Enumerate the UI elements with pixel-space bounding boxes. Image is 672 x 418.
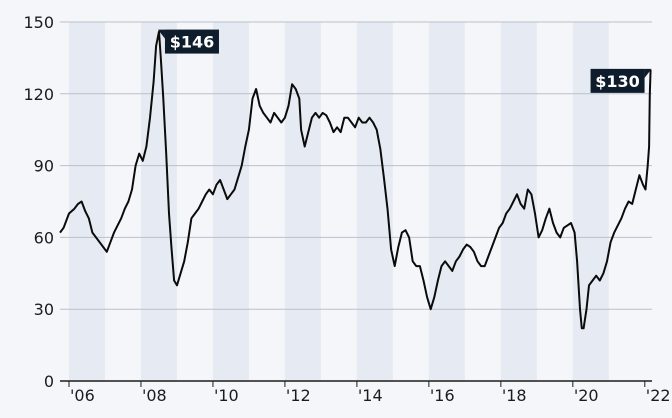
callout-label: $146 <box>170 33 215 52</box>
callout-box <box>590 68 645 93</box>
x-tick-label: '14 <box>358 386 383 405</box>
year-band-2006 <box>68 22 105 381</box>
axis-layer: 0 30 60 90 120 150 '06 '08 '10 '12 '14 '16 '18 '20 '22 <box>23 13 670 405</box>
year-band-2010 <box>212 22 249 381</box>
y-tick-label: 30 <box>34 300 54 319</box>
x-tick-label: '20 <box>574 386 599 405</box>
callout-layer: $146 $130 <box>157 29 652 93</box>
x-tick-label: '10 <box>214 386 239 405</box>
y-tick-label: 90 <box>34 157 54 176</box>
x-tick-label: '06 <box>70 386 95 405</box>
x-tick-label: '12 <box>286 386 311 405</box>
year-band-2008 <box>140 22 177 381</box>
y-tick-label: 0 <box>44 372 54 391</box>
callout-pointer <box>644 68 652 78</box>
x-tick-label: '16 <box>430 386 455 405</box>
callout-label: $130 <box>595 72 640 91</box>
price-series-line <box>59 30 652 330</box>
y-tick-label: 150 <box>23 13 54 32</box>
x-tick-label: '22 <box>646 386 671 405</box>
year-band-2016 <box>428 22 465 381</box>
year-band-2012 <box>284 22 321 381</box>
callout-pointer <box>157 29 165 39</box>
x-tick-label: '18 <box>502 386 527 405</box>
y-tick-label: 60 <box>34 228 54 247</box>
year-band-layer <box>68 22 609 381</box>
series-layer <box>59 30 652 330</box>
y-tick-label: 120 <box>23 85 54 104</box>
callout-box <box>164 29 219 54</box>
x-tick-label: '08 <box>142 386 167 405</box>
